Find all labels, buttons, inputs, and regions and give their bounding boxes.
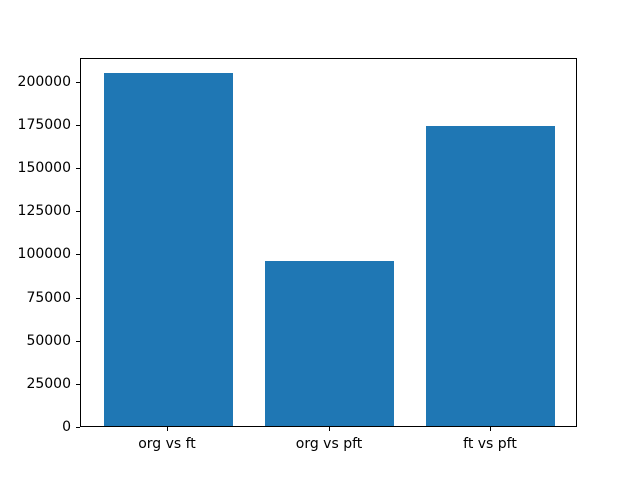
x-axis-tick-label: ft vs pft	[463, 436, 517, 452]
y-axis-tick-mark	[76, 427, 80, 428]
bar-ft-vs-pft	[426, 126, 555, 426]
y-axis-tick-mark	[76, 211, 80, 212]
y-axis-tick-label: 25000	[26, 376, 71, 392]
y-axis-tick-label: 175000	[17, 117, 71, 133]
y-axis-tick-mark	[76, 125, 80, 126]
y-axis-tick-label: 50000	[26, 333, 71, 349]
y-axis-tick-mark	[76, 384, 80, 385]
x-axis-tick-label: org vs ft	[138, 436, 196, 452]
bar-org-vs-ft	[104, 73, 233, 426]
y-axis-tick-mark	[76, 82, 80, 83]
y-axis-tick-label: 200000	[17, 74, 71, 90]
y-axis-tick-label: 75000	[26, 290, 71, 306]
y-axis-tick-mark	[76, 298, 80, 299]
x-axis-tick-mark	[167, 427, 168, 431]
y-axis-tick-mark	[76, 168, 80, 169]
x-axis-tick-mark	[490, 427, 491, 431]
y-axis-tick-mark	[76, 341, 80, 342]
y-axis-tick-mark	[76, 254, 80, 255]
y-axis-tick-label: 125000	[17, 203, 71, 219]
y-axis-tick-label: 100000	[17, 246, 71, 262]
x-axis-tick-mark	[329, 427, 330, 431]
y-axis-tick-label: 150000	[17, 160, 71, 176]
bar-org-vs-pft	[265, 261, 394, 426]
y-axis-tick-label: 0	[62, 419, 71, 435]
plot-area	[80, 58, 577, 427]
x-axis-tick-label: org vs pft	[295, 436, 363, 452]
